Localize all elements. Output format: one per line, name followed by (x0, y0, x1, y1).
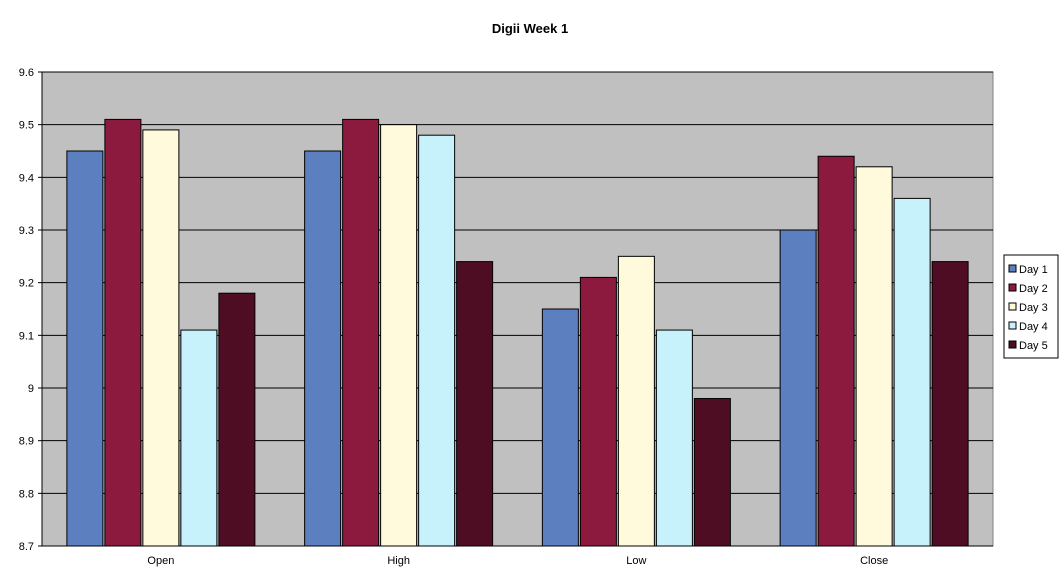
bar-high-day-2 (342, 118, 380, 547)
bar-low-day-1 (541, 308, 579, 547)
bar-high-day-5 (456, 261, 494, 547)
legend: Day 1 Day 2 Day 3 Day 4 Day 5 (1003, 254, 1059, 359)
y-tick-label: 8.7 (19, 541, 34, 553)
x-tick-label: High (387, 555, 410, 567)
bar-close-day-2 (817, 155, 855, 547)
bar-high-day-3 (380, 124, 418, 547)
legend-label: Day 1 (1019, 264, 1048, 276)
y-tick-label: 9.1 (19, 330, 34, 342)
bar-close-day-4 (893, 197, 931, 547)
bar-open-day-4 (180, 329, 218, 547)
bar-close-day-5 (931, 261, 969, 547)
bar-high-day-4 (418, 134, 456, 547)
bar-low-day-3 (617, 255, 655, 547)
bar-high-day-1 (304, 150, 342, 547)
legend-swatch (1008, 264, 1017, 273)
bar-open-day-1 (66, 150, 104, 547)
legend-swatch (1008, 283, 1017, 292)
legend-label: Day 4 (1019, 321, 1048, 333)
y-tick-label: 9 (28, 383, 34, 395)
y-tick-label: 9.4 (19, 172, 34, 184)
legend-label: Day 2 (1019, 283, 1048, 295)
y-axis: 8.7 8.8 8.9 9 9.1 9.2 9.3 9.4 9.5 9.6 (19, 67, 43, 553)
x-tick-label: Close (860, 555, 888, 567)
y-tick-label: 9.2 (19, 278, 34, 290)
chart-title: Digii Week 1 (492, 21, 568, 36)
x-tick-label: Low (626, 555, 646, 567)
bar-open-day-5 (218, 292, 256, 547)
legend-swatch (1008, 302, 1017, 311)
bar-close-day-3 (855, 166, 893, 547)
legend-label: Day 3 (1019, 302, 1048, 314)
y-tick-label: 8.9 (19, 436, 34, 448)
bar-low-day-5 (693, 398, 731, 547)
bar-low-day-4 (655, 329, 693, 547)
x-tick-label: Open (147, 555, 174, 567)
y-tick-label: 9.3 (19, 225, 34, 237)
y-tick-label: 9.5 (19, 120, 34, 132)
bar-close-day-1 (779, 229, 817, 547)
y-tick-label: 8.8 (19, 488, 34, 500)
y-tick-label: 9.6 (19, 67, 34, 79)
bar-open-day-2 (104, 118, 142, 547)
legend-label: Day 5 (1019, 340, 1048, 352)
legend-swatch (1008, 340, 1017, 349)
x-axis: Open High Low Close (42, 545, 993, 567)
bar-low-day-2 (579, 276, 617, 547)
legend-swatch (1008, 321, 1017, 330)
bar-open-day-3 (142, 129, 180, 547)
